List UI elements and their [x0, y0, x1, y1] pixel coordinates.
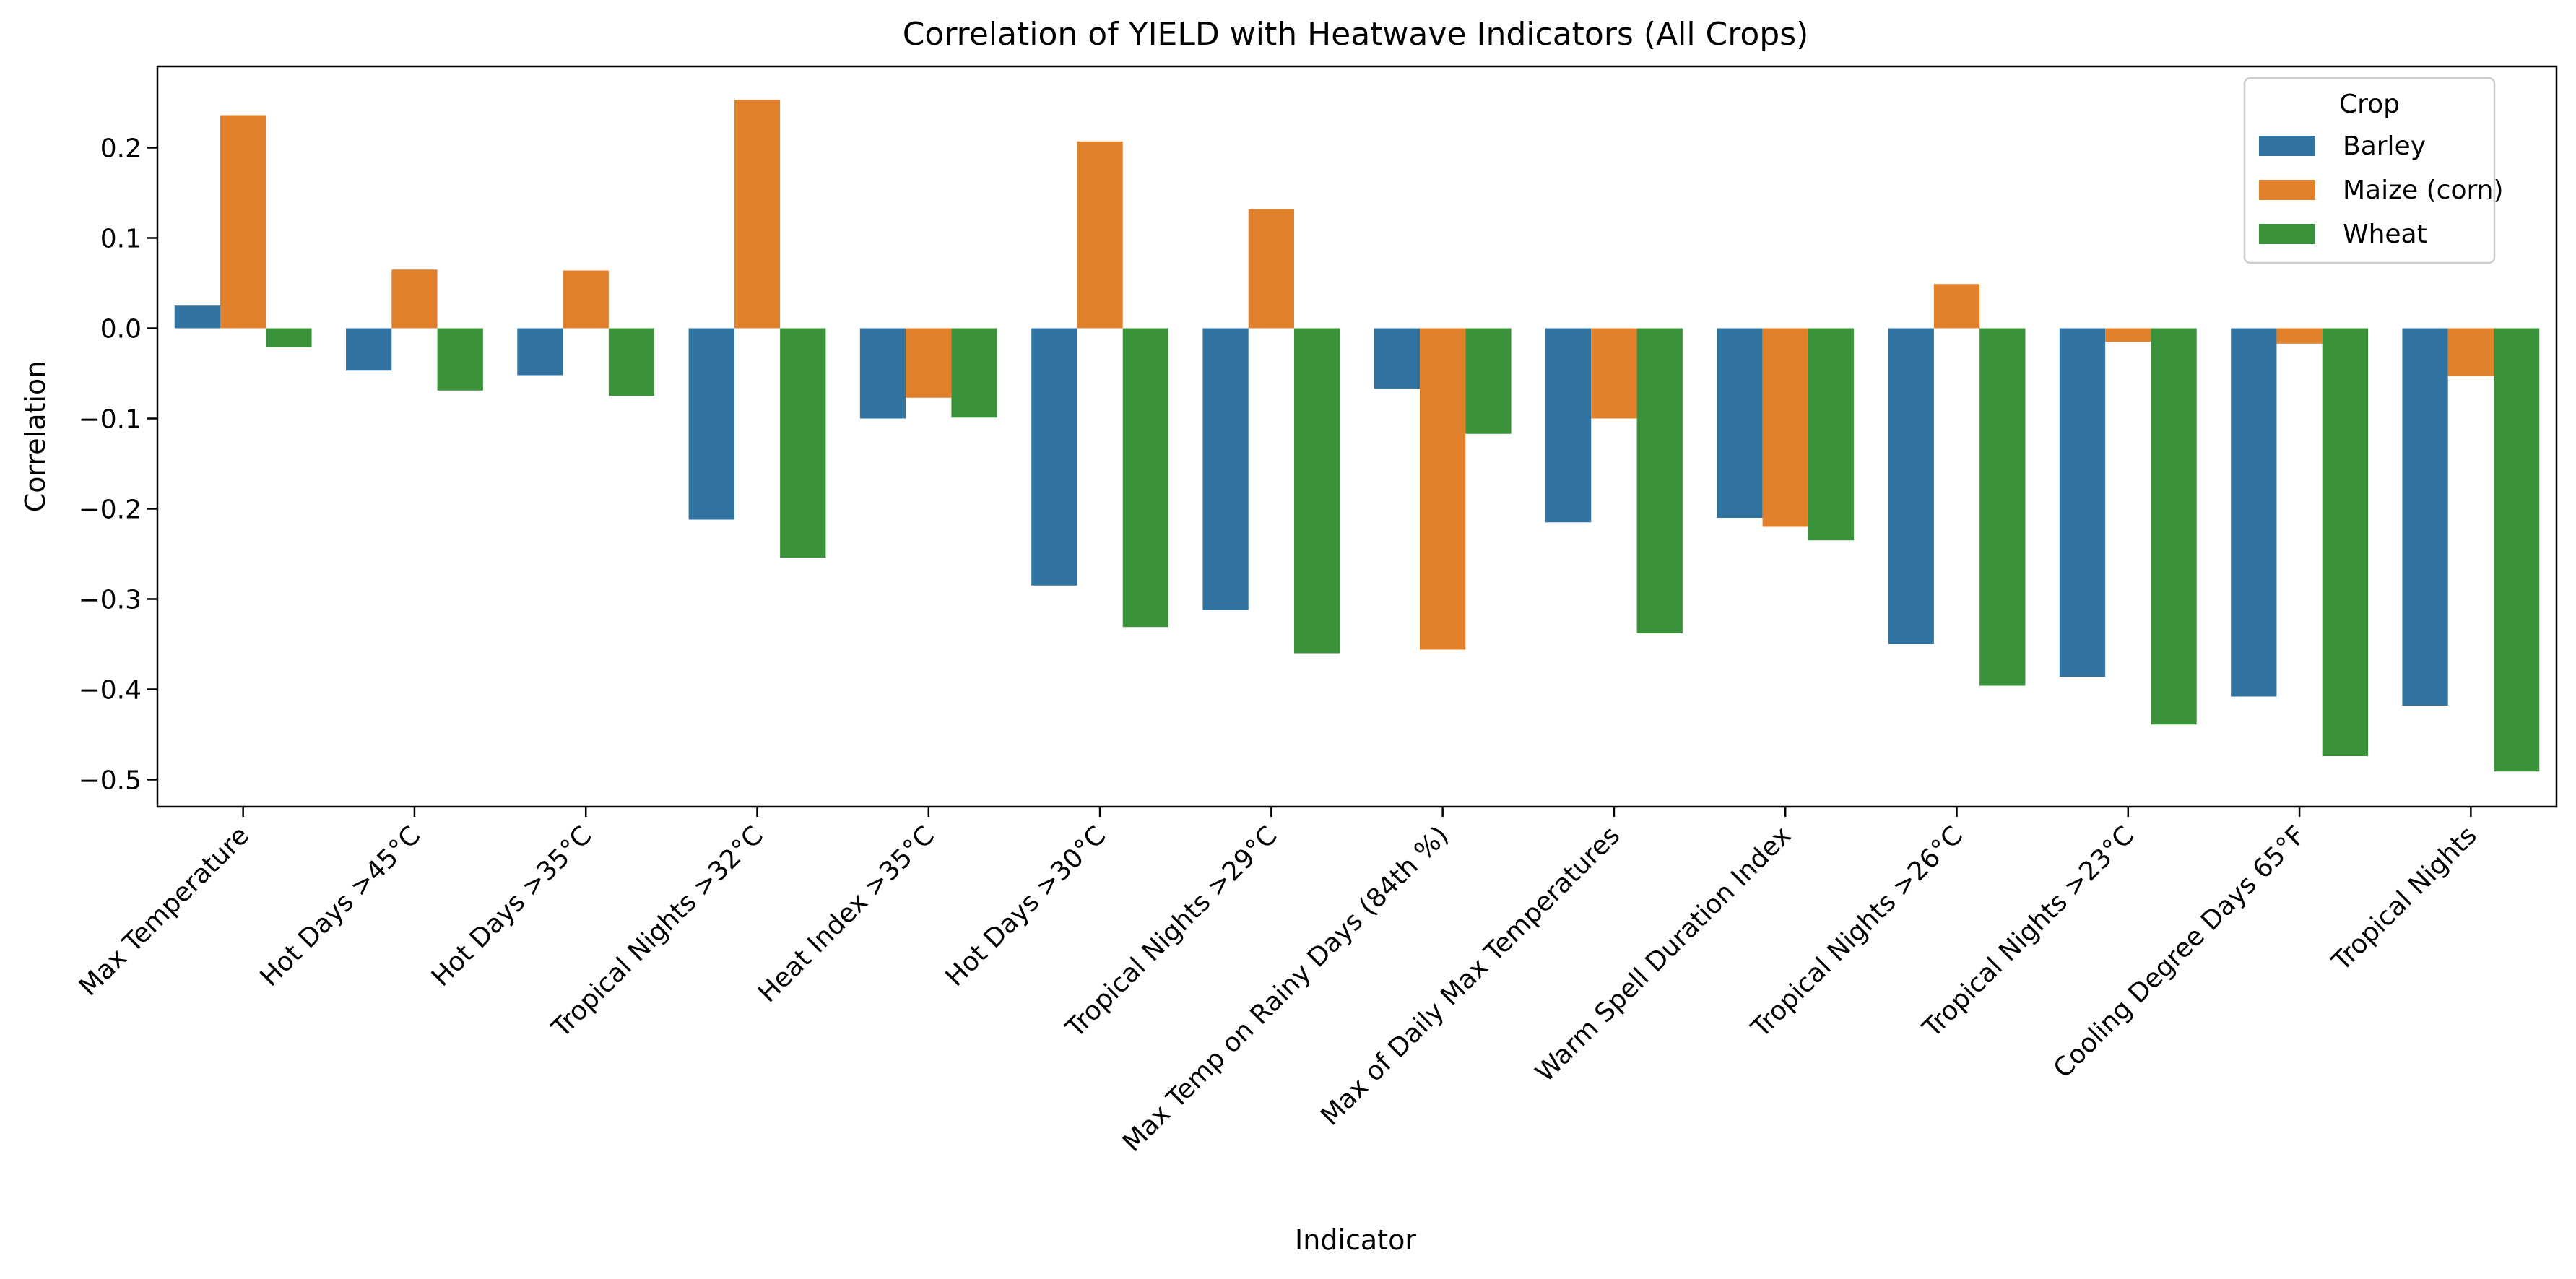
bar-barley-7 [1374, 328, 1421, 389]
legend-title: Crop [2339, 90, 2400, 119]
bar-wheat-3 [780, 328, 826, 558]
bar-maize-corn-3 [734, 100, 781, 329]
bar-barley-1 [346, 328, 392, 371]
x-tick-label: Tropical Nights [2326, 820, 2483, 977]
x-tick-label: Hot Days >30°C [940, 820, 1112, 992]
bar-barley-10 [1888, 328, 1934, 644]
bar-wheat-6 [1294, 328, 1340, 654]
bar-wheat-4 [951, 328, 997, 418]
bar-wheat-10 [1979, 328, 2026, 686]
x-tick-label: Max of Daily Max Temperatures [1315, 820, 1626, 1131]
x-axis-label: Indicator [1295, 1224, 1416, 1256]
legend-label: Barley [2343, 131, 2426, 161]
legend: Crop Barley Maize (corn) Wheat [2243, 77, 2504, 264]
bar-maize-corn-10 [1933, 284, 1980, 329]
legend-swatch [2259, 136, 2315, 156]
bar-wheat-5 [1122, 328, 1168, 628]
x-tick-label: Max Temp on Rainy Days (84th %) [1117, 820, 1454, 1158]
y-tick-label: 0.1 [100, 225, 142, 254]
x-tick-label: Heat Index >35°C [753, 820, 940, 1008]
y-tick-label: −0.2 [79, 495, 142, 525]
bar-maize-corn-13 [2447, 328, 2494, 376]
bar-maize-corn-4 [906, 328, 952, 398]
y-axis: 0.2 0.1 0.0 −0.1 −0.2 −0.3 −0.4 −0.5 [79, 134, 157, 796]
bar-barley-5 [1031, 328, 1077, 586]
x-axis: Max Temperature Hot Days >45°C Hot Days >3… [74, 807, 2483, 1158]
bar-maize-corn-7 [1420, 328, 1466, 650]
bar-maize-corn-0 [220, 115, 266, 329]
legend-label: Maize (corn) [2343, 175, 2504, 205]
y-tick-label: −0.4 [79, 676, 142, 706]
x-tick-label: Hot Days >45°C [255, 820, 427, 992]
legend-swatch [2259, 180, 2315, 200]
bar-maize-corn-11 [2105, 328, 2151, 342]
bar-barley-8 [1545, 328, 1592, 523]
y-tick-label: 0.2 [100, 134, 142, 164]
x-tick-label: Hot Days >35°C [426, 820, 598, 992]
bars-layer [174, 100, 2540, 772]
bar-wheat-7 [1465, 328, 1512, 434]
bar-barley-9 [1717, 328, 1763, 518]
legend-box [2243, 77, 2496, 264]
y-tick-label: −0.5 [79, 766, 142, 796]
legend-label: Wheat [2343, 220, 2427, 249]
bar-maize-corn-8 [1591, 328, 1637, 419]
bar-barley-2 [517, 328, 563, 376]
y-axis-label: Correlation [19, 361, 51, 513]
x-tick-label: Max Temperature [74, 820, 255, 1002]
y-tick-label: −0.1 [79, 405, 142, 435]
bar-wheat-13 [2494, 328, 2540, 772]
bar-maize-corn-1 [391, 269, 438, 329]
legend-swatch [2259, 224, 2315, 244]
bar-maize-corn-6 [1248, 209, 1294, 329]
bar-barley-12 [2231, 328, 2277, 697]
y-tick-label: 0.0 [100, 315, 142, 344]
bar-wheat-1 [437, 328, 483, 391]
bar-maize-corn-2 [563, 270, 609, 329]
bar-barley-6 [1202, 328, 1249, 610]
bar-maize-corn-5 [1077, 141, 1123, 329]
bar-barley-0 [174, 305, 221, 329]
bar-wheat-12 [2322, 328, 2368, 756]
y-tick-label: −0.3 [79, 586, 142, 615]
bar-barley-4 [859, 328, 906, 419]
chart-title: Correlation of YIELD with Heatwave Indic… [903, 16, 1809, 53]
bar-wheat-0 [266, 328, 312, 347]
bar-maize-corn-9 [1762, 328, 1808, 527]
bar-barley-3 [688, 328, 734, 520]
bar-barley-11 [2059, 328, 2106, 677]
bar-barley-13 [2402, 328, 2448, 706]
bar-wheat-8 [1636, 328, 1683, 633]
bar-maize-corn-12 [2276, 328, 2323, 344]
plot-frame [156, 65, 2558, 808]
bar-wheat-2 [608, 328, 655, 396]
bar-wheat-9 [1808, 328, 1855, 541]
bar-wheat-11 [2151, 328, 2197, 725]
